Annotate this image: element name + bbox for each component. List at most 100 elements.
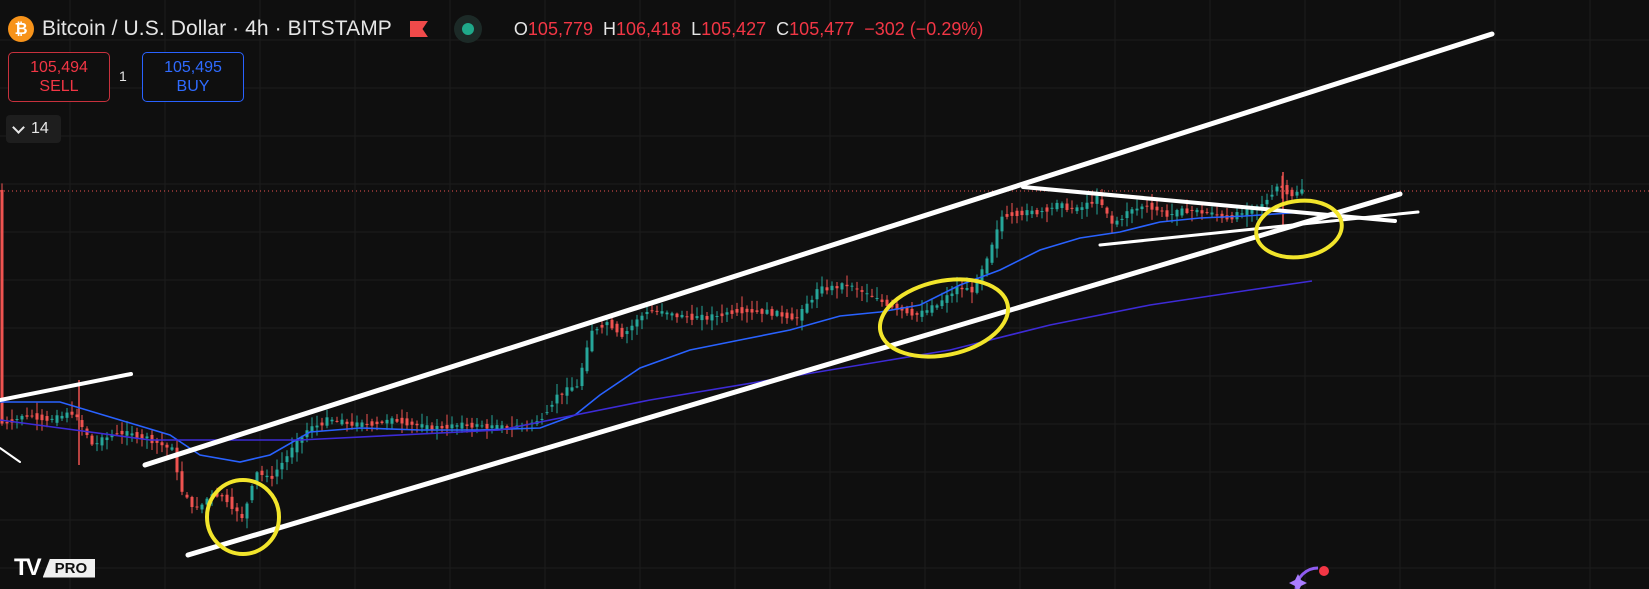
candle-body	[990, 244, 994, 263]
candle-body	[895, 303, 899, 310]
candle-body	[685, 316, 689, 318]
candle-body	[470, 422, 474, 428]
candle-body	[885, 299, 889, 306]
candle-body	[395, 419, 399, 422]
candle-body	[770, 309, 774, 316]
candle-body	[820, 286, 824, 294]
candle-body	[125, 431, 129, 436]
candle-body	[780, 312, 784, 317]
candle-body	[315, 425, 319, 428]
candle-body	[1175, 210, 1179, 217]
candle-body	[790, 313, 794, 320]
candle-body	[680, 314, 684, 318]
candle-body	[270, 475, 274, 479]
candle-body	[55, 415, 59, 423]
candle-body	[960, 287, 964, 290]
candle-body	[250, 485, 254, 501]
candle-body	[230, 496, 234, 509]
candle-body	[1035, 210, 1039, 215]
candle-body	[465, 424, 469, 427]
candle-body	[550, 404, 554, 407]
tradingview-logo[interactable]: TV PRO	[14, 554, 96, 581]
symbol-title[interactable]: Bitcoin / U.S. Dollar · 4h · BITSTAMP	[42, 17, 392, 40]
candle-body	[65, 412, 69, 418]
candle-body	[200, 504, 204, 510]
candle-body	[1240, 213, 1244, 215]
candle-body	[375, 421, 379, 425]
candle-body	[555, 394, 559, 404]
candle-body	[1260, 204, 1264, 209]
candle-body	[25, 415, 29, 417]
spread-value: 1	[119, 68, 127, 84]
candle-body	[605, 322, 609, 326]
bitcoin-icon: ₿	[8, 16, 34, 42]
candle-body	[35, 413, 39, 420]
candle-body	[935, 305, 939, 308]
candle-body	[1100, 199, 1104, 206]
candle-body	[665, 312, 669, 315]
candle-body	[1265, 199, 1269, 205]
candle-body	[915, 313, 919, 315]
candle-body	[1015, 210, 1019, 217]
candle-body	[370, 421, 374, 426]
candle-body	[635, 319, 639, 327]
ohlc-values: O 105,779 H 106,418 L 105,427 C 105,477 −302…	[514, 19, 983, 40]
candle-body	[1250, 206, 1254, 214]
candle-body	[385, 419, 389, 424]
candle-body	[560, 393, 564, 395]
candle-body	[110, 435, 114, 438]
high-label: H	[603, 18, 616, 39]
candle-body	[340, 419, 344, 425]
candle-body	[205, 498, 209, 505]
candle-body	[455, 425, 459, 427]
buy-button[interactable]: 105,495 BUY	[142, 52, 244, 102]
sparkle-icon[interactable]	[1289, 566, 1329, 589]
candle-body	[870, 295, 874, 297]
candle-body	[20, 415, 24, 420]
market-status-indicator[interactable]	[453, 15, 482, 43]
candle-body	[1095, 195, 1099, 204]
candle-body	[280, 462, 284, 470]
candle-body	[850, 285, 854, 287]
candle-body	[875, 298, 879, 300]
candle-body	[255, 472, 259, 483]
candle-body	[585, 347, 589, 372]
candle-body	[905, 307, 909, 314]
candle-body	[495, 425, 499, 430]
candle-body	[1210, 212, 1214, 215]
candle-body	[785, 312, 789, 319]
candle-body	[860, 290, 864, 292]
candle-body	[645, 311, 649, 315]
candle-body	[100, 437, 104, 446]
candle-body	[335, 420, 339, 422]
candle-body	[480, 425, 484, 427]
candle-body	[260, 470, 264, 476]
candle-body	[1125, 211, 1129, 219]
trendline	[1098, 210, 1420, 247]
indicators-toggle-button[interactable]: 14	[6, 115, 61, 143]
sell-button[interactable]: 105,494 SELL	[8, 52, 110, 102]
candle-body	[660, 311, 664, 314]
candle-body	[570, 387, 574, 391]
candle-body	[360, 422, 364, 427]
market-status-dot	[461, 23, 474, 35]
candle-body	[975, 278, 979, 293]
candle-body	[730, 310, 734, 314]
candle-body	[1050, 207, 1054, 209]
candle-body	[1045, 207, 1049, 212]
high-value: 106,418	[616, 18, 682, 39]
candle-body	[95, 443, 99, 445]
candle-body	[640, 315, 644, 321]
candle-body	[1275, 186, 1279, 192]
change-value: −302 (−0.29%)	[864, 18, 984, 39]
moving-average-fast	[0, 211, 1306, 463]
candle-body	[575, 386, 579, 388]
candle-body	[750, 309, 754, 313]
candle-body	[700, 314, 704, 321]
highlight-circle	[877, 277, 1011, 359]
candle-body	[1285, 185, 1289, 195]
candle-body	[1180, 208, 1184, 216]
flag-icon[interactable]	[410, 21, 428, 37]
tv-logo-mark: TV	[14, 554, 42, 581]
